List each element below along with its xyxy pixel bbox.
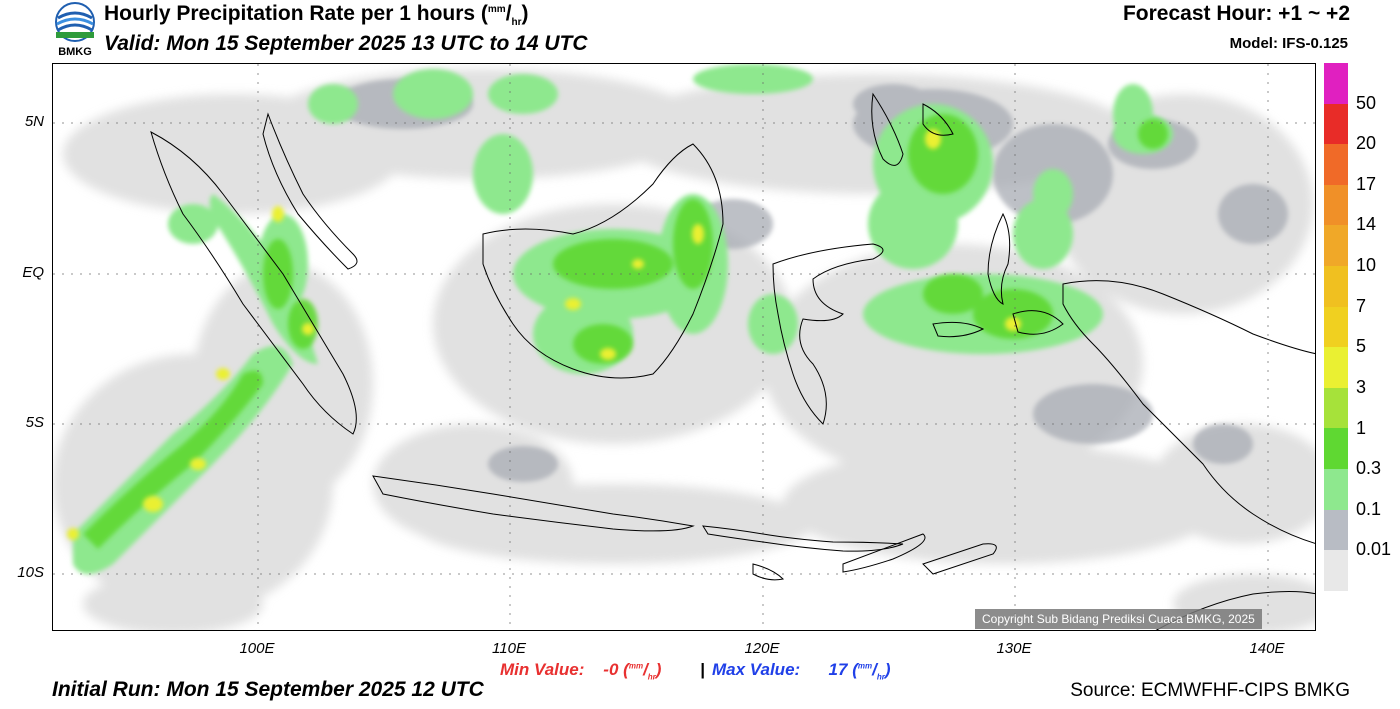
- legend-label: 50: [1356, 92, 1377, 113]
- title-unit-top: mm: [487, 4, 506, 15]
- legend-bin: [1324, 225, 1348, 267]
- valid-time: Valid: Mon 15 September 2025 13 UTC to 1…: [104, 32, 588, 55]
- legend-label: 17: [1356, 173, 1377, 194]
- precipitation-map: [52, 63, 1316, 631]
- graticule: [53, 64, 1315, 630]
- legend-bin: [1324, 347, 1348, 388]
- max-unit: (mm/hr): [852, 660, 891, 682]
- logo-text: BMKG: [58, 46, 92, 58]
- title-unit-bottom: hr: [511, 17, 522, 29]
- min-label: Min Value:: [500, 660, 585, 679]
- legend-label: 0.3: [1356, 458, 1382, 479]
- legend-bin: [1324, 469, 1348, 510]
- legend-label: 1: [1356, 417, 1367, 438]
- title-unit-sep: /: [505, 2, 512, 25]
- lon-label-110e: 110E: [492, 640, 526, 657]
- legend-bin: [1324, 266, 1348, 307]
- model-label: Model: IFS-0.125: [1229, 35, 1348, 52]
- legend-bin: [1324, 550, 1348, 591]
- legend-label: 5: [1356, 336, 1367, 357]
- copyright-notice: Copyright Sub Bidang Prediksi Cuaca BMKG…: [975, 609, 1262, 629]
- legend-bin: [1324, 144, 1348, 185]
- legend-label: 10: [1356, 255, 1377, 276]
- lat-label-eq: EQ: [22, 264, 44, 281]
- bmkg-logo-icon: [55, 2, 95, 42]
- legend-colorbar: [1324, 63, 1348, 591]
- legend-label: 14: [1356, 214, 1377, 235]
- legend-bin: [1324, 509, 1348, 551]
- lat-label-5s: 5S: [25, 414, 44, 431]
- legend-label: 0.01: [1356, 539, 1392, 560]
- lon-label-130e: 130E: [996, 640, 1032, 657]
- bmkg-logo: BMKG: [50, 2, 100, 60]
- lat-label-5n: 5N: [24, 113, 44, 130]
- legend-bin: [1324, 306, 1348, 348]
- legend-bin: [1324, 387, 1348, 429]
- legend-label: 20: [1356, 133, 1377, 154]
- title-main: Hourly Precipitation Rate per 1 hours (: [104, 2, 488, 25]
- max-number: 17: [828, 660, 848, 679]
- stats-separator: |: [700, 660, 705, 679]
- legend-bin: [1324, 184, 1348, 226]
- data-source: Source: ECMWFHF-CIPS BMKG: [1070, 680, 1350, 701]
- chart-title: Hourly Precipitation Rate per 1 hours (m…: [104, 2, 529, 28]
- lon-label-140e: 140E: [1249, 640, 1285, 657]
- legend-bin: [1324, 428, 1348, 470]
- legend-label: 3: [1356, 376, 1367, 397]
- legend-bin: [1324, 63, 1348, 104]
- min-number: -0: [603, 660, 619, 679]
- lat-label-10s: 10S: [17, 564, 44, 581]
- max-label: Max Value:: [712, 660, 801, 679]
- legend-label: 7: [1356, 295, 1367, 316]
- forecast-hour: Forecast Hour: +1 ~ +2: [1122, 2, 1350, 25]
- min-value: Min Value: -0 (mm/hr): [500, 660, 661, 681]
- title-close: ): [521, 2, 529, 25]
- map-canvas: [53, 64, 1315, 630]
- max-value: Max Value: 17 (mm/hr): [712, 660, 891, 681]
- lon-label-100e: 100E: [239, 640, 275, 657]
- legend-bin: [1324, 103, 1348, 145]
- min-unit: (mm/hr): [623, 660, 662, 682]
- legend-label: 0.1: [1356, 498, 1382, 519]
- initial-run: Initial Run: Mon 15 September 2025 12 UT…: [52, 678, 484, 701]
- lon-label-120e: 120E: [744, 640, 780, 657]
